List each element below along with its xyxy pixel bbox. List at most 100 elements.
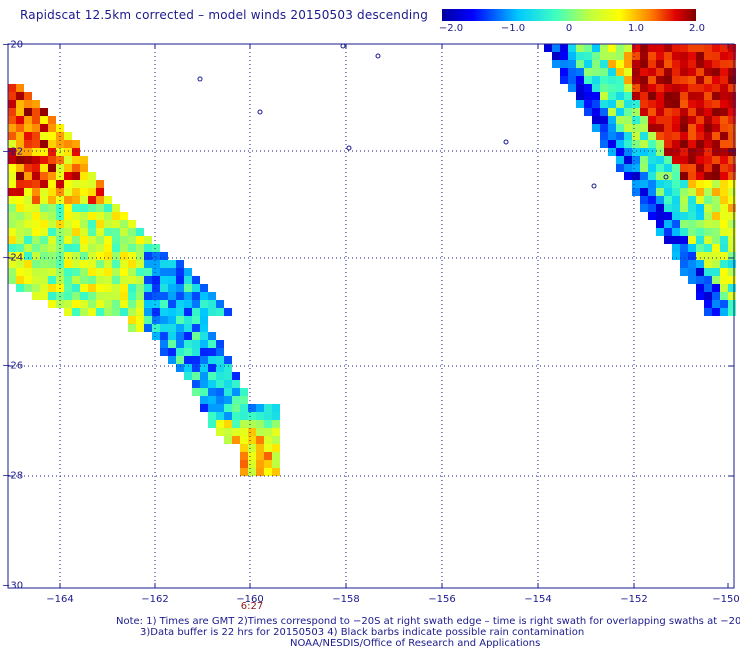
wind-cell bbox=[144, 284, 152, 292]
wind-cell bbox=[128, 244, 136, 252]
wind-cell bbox=[696, 148, 704, 156]
wind-cell bbox=[64, 188, 72, 196]
wind-cell bbox=[624, 164, 632, 172]
wind-cell bbox=[576, 84, 584, 92]
wind-cell bbox=[608, 148, 616, 156]
wind-cell bbox=[656, 132, 664, 140]
wind-cell bbox=[96, 212, 104, 220]
wind-cell bbox=[232, 436, 240, 444]
swath-time-label: 6:27 bbox=[240, 601, 264, 612]
wind-cell bbox=[704, 236, 712, 244]
wind-cell bbox=[240, 452, 248, 460]
wind-cell bbox=[200, 308, 208, 316]
wind-cell bbox=[664, 92, 672, 100]
wind-cell bbox=[120, 252, 128, 260]
wind-cell bbox=[704, 156, 712, 164]
wind-cell bbox=[640, 100, 648, 108]
wind-cell bbox=[648, 76, 656, 84]
wind-cell bbox=[704, 108, 712, 116]
wind-cell bbox=[136, 284, 144, 292]
wind-cell bbox=[672, 140, 680, 148]
wind-cell bbox=[656, 220, 664, 228]
wind-cell bbox=[232, 412, 240, 420]
wind-cell bbox=[600, 140, 608, 148]
wind-cell bbox=[208, 388, 216, 396]
wind-cell bbox=[704, 300, 712, 308]
island-outline bbox=[346, 145, 352, 151]
wind-cell bbox=[24, 124, 32, 132]
wind-cell bbox=[720, 228, 728, 236]
wind-cell bbox=[8, 140, 16, 148]
x-tick-154: −154 bbox=[524, 594, 552, 605]
wind-cell bbox=[64, 140, 72, 148]
wind-cell bbox=[608, 52, 616, 60]
wind-cell bbox=[720, 148, 728, 156]
wind-cell bbox=[728, 252, 736, 260]
wind-cell bbox=[672, 228, 680, 236]
wind-cell bbox=[184, 356, 192, 364]
wind-cell bbox=[8, 236, 16, 244]
wind-cell bbox=[640, 92, 648, 100]
wind-cell bbox=[48, 268, 56, 276]
wind-cell bbox=[720, 196, 728, 204]
wind-cell bbox=[704, 140, 712, 148]
wind-cell bbox=[80, 172, 88, 180]
wind-cell bbox=[32, 100, 40, 108]
wind-cell bbox=[648, 196, 656, 204]
wind-cell bbox=[216, 340, 224, 348]
wind-cell bbox=[104, 268, 112, 276]
wind-cell bbox=[200, 380, 208, 388]
wind-cell bbox=[664, 220, 672, 228]
wind-cell bbox=[560, 52, 568, 60]
wind-cell bbox=[648, 188, 656, 196]
wind-cell bbox=[712, 92, 720, 100]
wind-cell bbox=[680, 124, 688, 132]
wind-cell bbox=[608, 132, 616, 140]
wind-cell bbox=[16, 188, 24, 196]
wind-cell bbox=[592, 92, 600, 100]
wind-cell bbox=[624, 68, 632, 76]
wind-cell bbox=[128, 276, 136, 284]
wind-cell bbox=[24, 268, 32, 276]
wind-cell bbox=[608, 68, 616, 76]
wind-cell bbox=[600, 116, 608, 124]
wind-cell bbox=[24, 148, 32, 156]
wind-cell bbox=[624, 76, 632, 84]
wind-cell bbox=[216, 356, 224, 364]
wind-cell bbox=[184, 348, 192, 356]
wind-cell bbox=[72, 228, 80, 236]
wind-cell bbox=[24, 156, 32, 164]
wind-cell bbox=[16, 92, 24, 100]
wind-cell bbox=[640, 132, 648, 140]
wind-cell bbox=[728, 84, 736, 92]
wind-cell bbox=[96, 252, 104, 260]
wind-cell bbox=[688, 252, 696, 260]
wind-cell bbox=[680, 84, 688, 92]
wind-cell bbox=[616, 132, 624, 140]
wind-cell bbox=[40, 140, 48, 148]
wind-cell bbox=[656, 156, 664, 164]
wind-cell bbox=[728, 260, 736, 268]
wind-cell bbox=[648, 116, 656, 124]
wind-cell bbox=[104, 244, 112, 252]
wind-cell bbox=[672, 164, 680, 172]
wind-cell bbox=[720, 204, 728, 212]
wind-cell bbox=[648, 84, 656, 92]
wind-cell bbox=[704, 292, 712, 300]
wind-cell bbox=[232, 420, 240, 428]
wind-cell bbox=[72, 156, 80, 164]
wind-cell bbox=[24, 204, 32, 212]
wind-cell bbox=[632, 156, 640, 164]
wind-cell bbox=[608, 100, 616, 108]
wind-cell bbox=[112, 236, 120, 244]
wind-cell bbox=[232, 380, 240, 388]
wind-cell bbox=[664, 52, 672, 60]
wind-cell bbox=[48, 196, 56, 204]
wind-cell bbox=[48, 132, 56, 140]
wind-cell bbox=[272, 420, 280, 428]
wind-cell bbox=[688, 244, 696, 252]
wind-cell bbox=[88, 236, 96, 244]
wind-cell bbox=[216, 308, 224, 316]
wind-cell bbox=[696, 260, 704, 268]
wind-cell bbox=[216, 372, 224, 380]
